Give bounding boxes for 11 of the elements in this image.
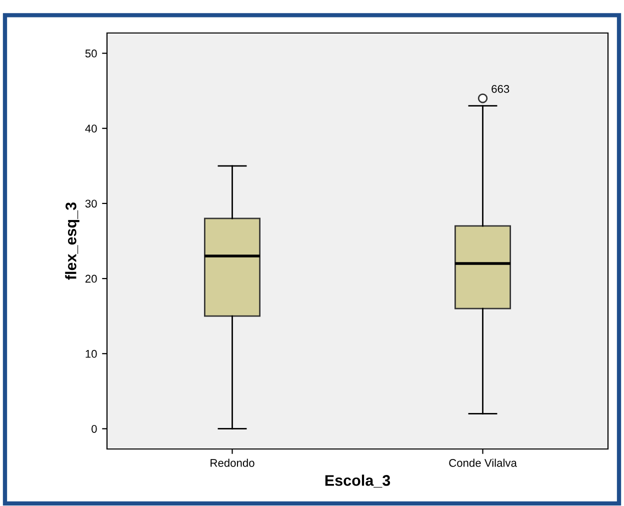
x-tick-label: Redondo (210, 458, 254, 467)
annotation: 663 (492, 85, 510, 93)
y-tick-label: 0 (92, 424, 97, 433)
y-tick-label: 40 (85, 124, 97, 132)
y-tick-label: 20 (85, 274, 97, 283)
y-axis-title: flex_esq_3 (65, 202, 80, 280)
x-tick-label: Conde Vilalva (449, 458, 517, 467)
y-tick-label: 50 (85, 50, 97, 58)
x-axis-title: Escola_3 (325, 474, 390, 488)
y-tick-label: 10 (86, 350, 97, 358)
y-tick-label: 30 (85, 200, 97, 208)
